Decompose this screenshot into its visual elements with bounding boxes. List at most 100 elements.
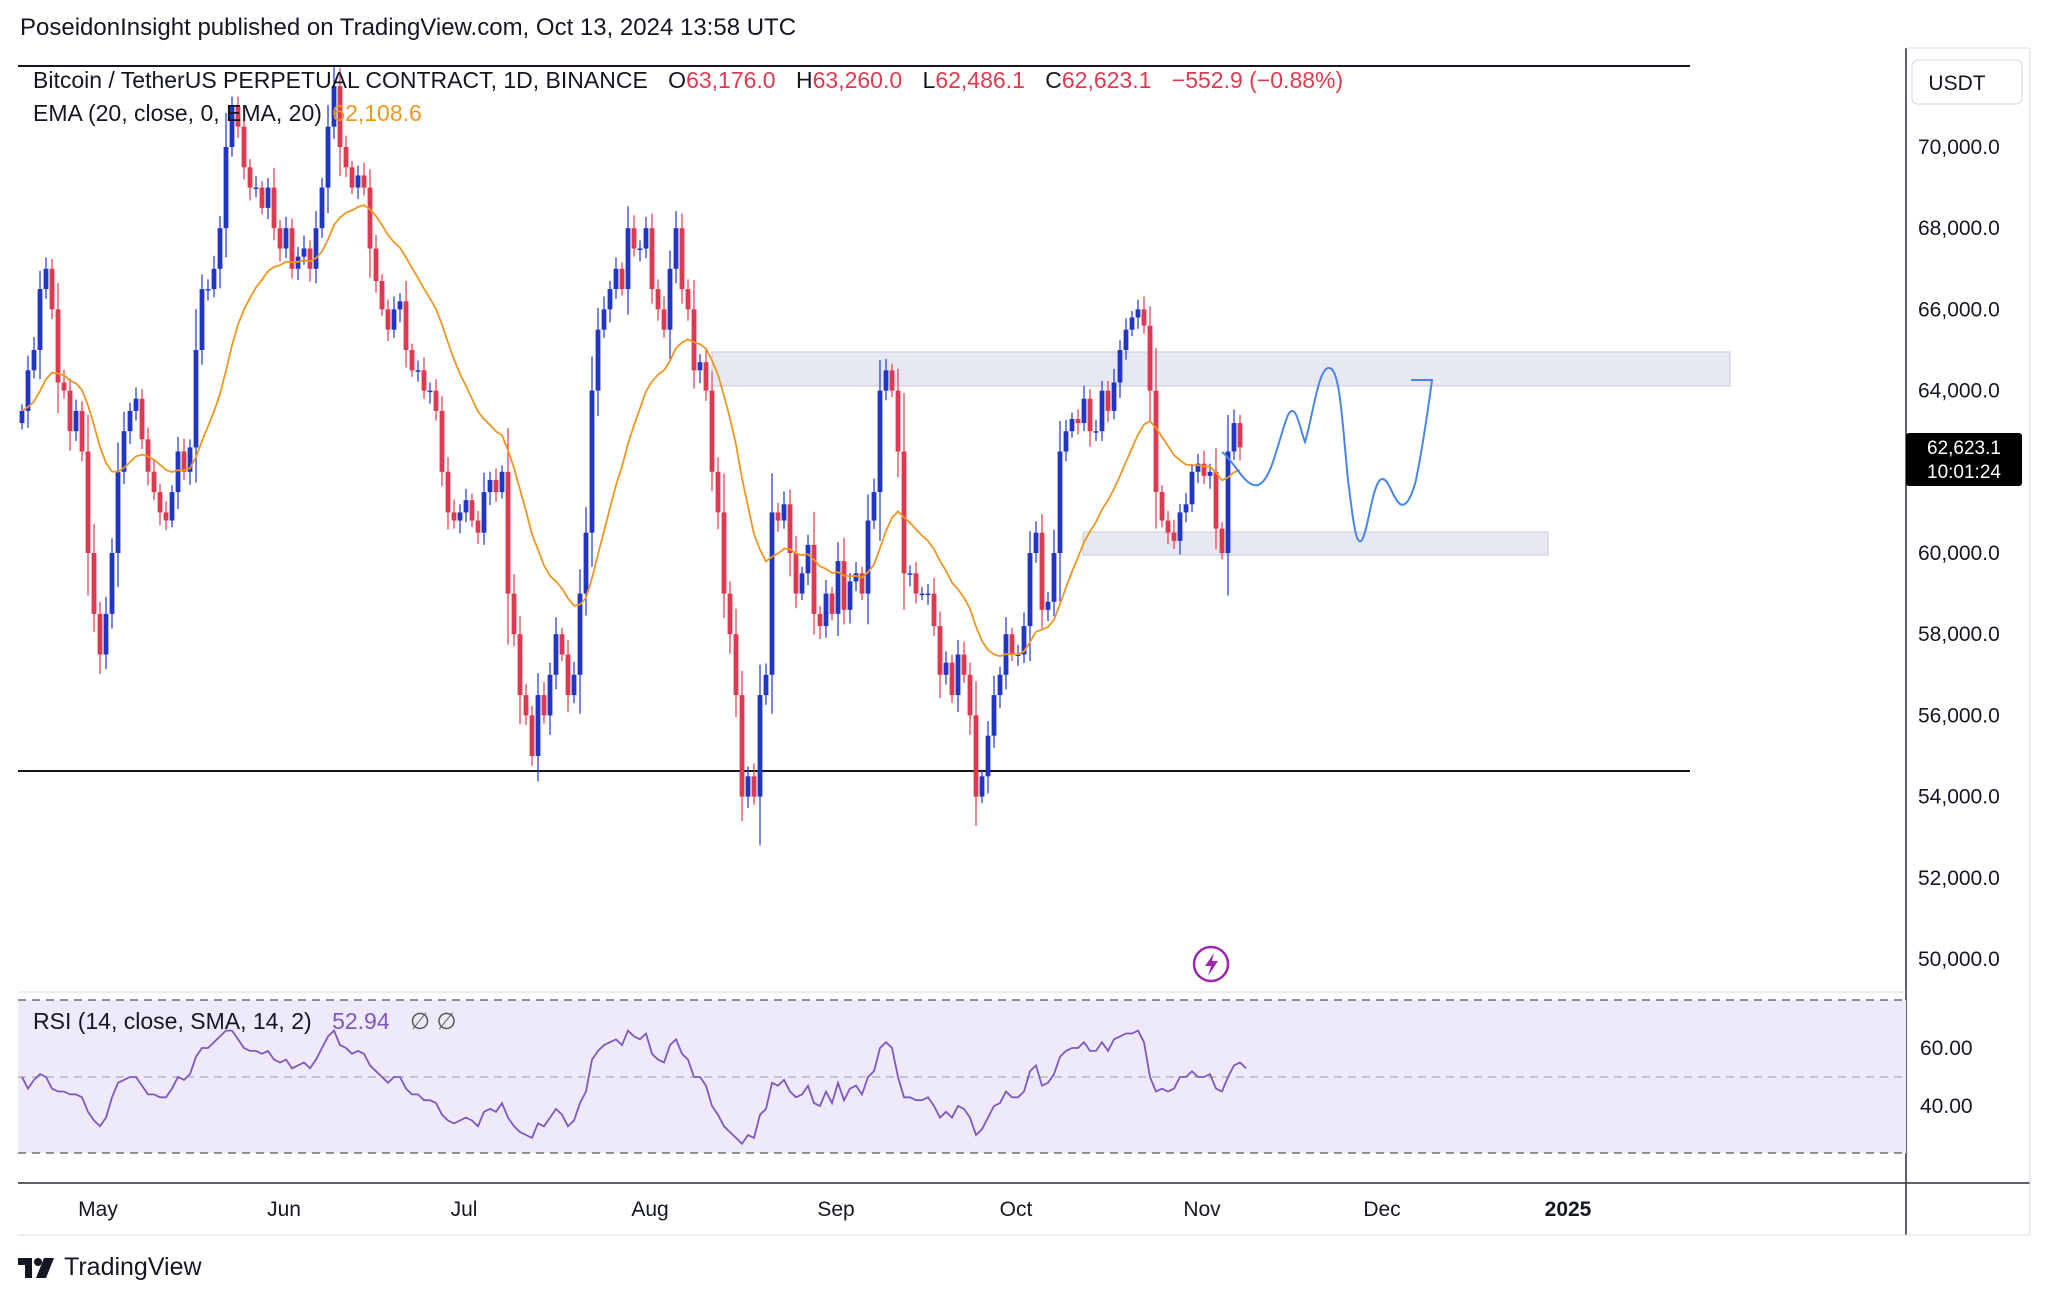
candle-body <box>277 228 283 249</box>
time-axis[interactable]: May Jun Jul Aug Sep Oct Nov Dec 2025 <box>78 1198 1592 1221</box>
candle-body <box>649 228 655 290</box>
candle-body <box>463 500 469 513</box>
rsi-legend[interactable]: RSI (14, close, SMA, 14, 2) 52.94 ∅ ∅ <box>33 1008 456 1034</box>
rsi-tick-label: 40.00 <box>1920 1095 1973 1118</box>
candle-body <box>457 512 463 521</box>
ema-title: EMA (20, close, 0, EMA, 20) <box>33 100 322 126</box>
candle-body <box>1177 512 1183 541</box>
candle-body <box>637 248 643 250</box>
candle-body <box>973 715 979 797</box>
candle-body <box>43 268 49 290</box>
candle-body <box>409 350 415 371</box>
candle-body <box>439 410 445 472</box>
price-axis[interactable]: 70,000.0 68,000.0 66,000.0 64,000.0 60,000.0… <box>1918 136 2000 971</box>
candle-body <box>1069 419 1075 432</box>
candle-body <box>343 147 349 168</box>
candle-body <box>1159 492 1165 521</box>
ema-line <box>21 204 1241 658</box>
time-tick-label: Oct <box>1000 1198 1033 1221</box>
candle-body <box>961 654 967 675</box>
candle-body <box>1231 423 1237 452</box>
candle-body <box>619 268 625 290</box>
candle-body <box>1153 390 1159 493</box>
candle-body <box>163 512 169 521</box>
candle-body <box>625 228 631 290</box>
candle-body <box>1081 398 1087 424</box>
resistance-zone[interactable] <box>711 351 1731 387</box>
candle-body <box>499 471 505 493</box>
candle-body <box>739 695 745 797</box>
currency-label: USDT <box>1928 72 1985 95</box>
tradingview-logo-icon <box>18 1257 54 1278</box>
candle-body <box>541 695 547 716</box>
open-value: 63,176.0 <box>686 67 776 93</box>
rsi-value: 52.94 <box>332 1008 390 1034</box>
candle-body <box>103 613 109 655</box>
candle-body <box>115 471 121 553</box>
candle-body <box>319 187 325 229</box>
candle-body <box>577 593 583 675</box>
candle-body <box>1207 471 1213 476</box>
candle-body <box>1117 350 1123 383</box>
candle-body <box>631 228 637 249</box>
candle-body <box>1129 317 1135 330</box>
candle-body <box>445 471 451 513</box>
candle-body <box>571 674 577 696</box>
candle-body <box>715 471 721 513</box>
candle-body <box>817 613 823 627</box>
candle-body <box>1075 419 1081 424</box>
change-value: −552.9 (−0.88%) <box>1172 67 1343 93</box>
candle-body <box>997 674 1003 696</box>
candle-body <box>1111 382 1117 411</box>
rsi-line <box>21 1029 1247 1146</box>
ema-value: 62,108.6 <box>332 100 422 126</box>
candle-body <box>121 431 127 472</box>
candles-series <box>19 66 1243 846</box>
candle-body <box>511 593 517 635</box>
candle-body <box>1225 451 1231 553</box>
candle-body <box>139 398 145 440</box>
footer-brand: TradingView <box>64 1253 202 1281</box>
candle-body <box>589 390 595 533</box>
candle-body <box>1105 390 1111 411</box>
candle-body <box>751 776 757 797</box>
candle-body <box>205 289 211 291</box>
candle-body <box>949 662 955 696</box>
candle-body <box>229 106 235 147</box>
ema-legend[interactable]: EMA (20, close, 0, EMA, 20) 62,108.6 <box>33 100 422 126</box>
last-price-badge <box>1906 433 2022 486</box>
currency-selector[interactable] <box>1911 59 2023 105</box>
candle-body <box>883 370 889 391</box>
candle-body <box>61 382 67 391</box>
projection-path[interactable] <box>1221 367 1434 543</box>
candle-body <box>781 504 787 521</box>
candle-body <box>925 593 931 596</box>
candle-body <box>799 573 805 594</box>
candle-body <box>871 492 877 521</box>
rsi-tick-label: 60.00 <box>1920 1037 1973 1060</box>
candle-body <box>37 289 43 350</box>
candle-body <box>355 175 361 188</box>
candle-body <box>193 350 199 448</box>
candle-body <box>727 593 733 635</box>
price-tick-label: 68,000.0 <box>1918 217 2000 240</box>
candle-body <box>1183 504 1189 513</box>
candle-body <box>1189 471 1195 505</box>
candle-body <box>289 228 295 269</box>
time-tick-label: Sep <box>817 1198 854 1221</box>
lightning-bolt-icon[interactable] <box>1192 945 1230 983</box>
price-tick-label: 52,000.0 <box>1918 867 2000 890</box>
candle-body <box>223 147 229 229</box>
candle-body <box>97 613 103 655</box>
candle-body <box>919 593 925 596</box>
time-tick-label: Jul <box>451 1198 478 1221</box>
candle-body <box>283 228 289 249</box>
candle-body <box>295 256 301 269</box>
rsi-axis[interactable]: 60.00 40.00 <box>1920 1037 1973 1118</box>
symbol-legend[interactable]: Bitcoin / TetherUS PERPETUAL CONTRACT, 1… <box>33 67 1343 93</box>
tradingview-logo[interactable]: TradingView <box>18 1253 202 1282</box>
price-tick-label: 50,000.0 <box>1918 948 2000 971</box>
support-zone[interactable] <box>1082 531 1549 556</box>
candle-body <box>151 471 157 493</box>
